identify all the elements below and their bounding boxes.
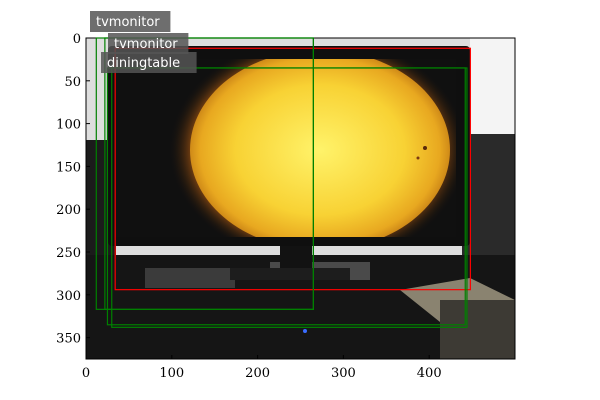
monitor-stand (280, 246, 312, 272)
sunspot-2 (416, 156, 420, 160)
detection-label: tvmonitor (108, 33, 189, 54)
detection-label-text: tvmonitor (96, 15, 160, 30)
detection-label-text: tvmonitor (114, 37, 178, 52)
detection-label: tvmonitor (90, 11, 171, 32)
detection-label-background (108, 33, 189, 54)
detection-label-background (101, 52, 197, 73)
x-tick-label: 100 (159, 366, 184, 381)
y-tick-label: 50 (64, 75, 81, 90)
bbox-diningtable (111, 67, 468, 328)
detection-label: diningtable (101, 52, 197, 73)
detection-boxes (95, 37, 471, 328)
bbox-tvmonitor (114, 47, 471, 291)
led-dot (303, 329, 307, 333)
table-clutter (145, 268, 235, 288)
sunspot (423, 146, 427, 150)
y-tick-label: 300 (56, 289, 81, 304)
x-tick-label: 200 (245, 366, 270, 381)
x-tick-label: 0 (82, 366, 90, 381)
y-tick-label: 150 (56, 160, 81, 175)
sun-disc (190, 59, 450, 237)
detection-label-background (90, 11, 171, 32)
x-tick-label: 300 (331, 366, 356, 381)
photo (86, 38, 515, 359)
y-tick-label: 250 (56, 246, 81, 261)
bbox-tvmonitor (104, 37, 314, 310)
y-axis-ticks: 0 50 100 150 200 250 300 350 (56, 32, 90, 347)
y-tick-label: 100 (56, 118, 81, 133)
detection-label-text: diningtable (107, 56, 180, 71)
y-tick-label: 350 (56, 332, 81, 347)
y-tick-label: 0 (73, 32, 81, 47)
detection-labels: tvmonitor tvmonitor diningtable (90, 11, 197, 73)
x-tick-label: 400 (417, 366, 442, 381)
monitor-stand-base (230, 268, 350, 280)
x-axis-ticks: 0 100 200 300 400 (82, 355, 442, 381)
y-tick-label: 200 (56, 203, 81, 218)
floor-right (440, 300, 515, 359)
window-light (470, 38, 515, 138)
